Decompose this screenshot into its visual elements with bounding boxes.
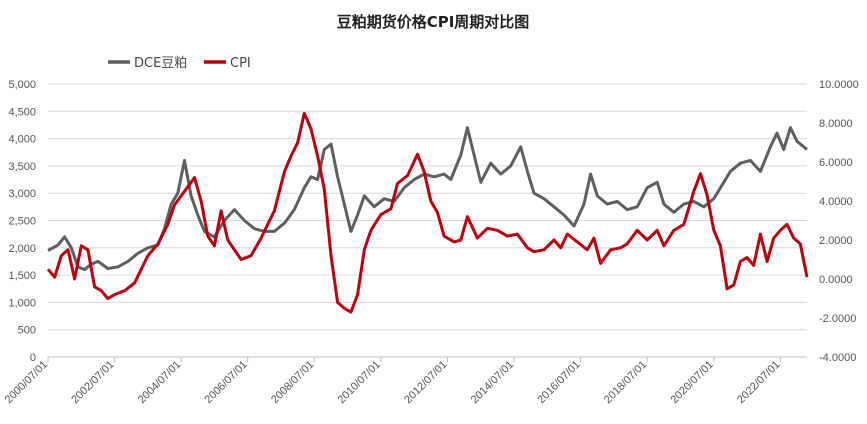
chart-title: 豆粕期货价格CPI周期对比图 bbox=[337, 13, 530, 31]
left-tick-label: 2,500 bbox=[8, 216, 36, 228]
x-tick-label: 2010/07/01 bbox=[336, 359, 383, 406]
right-tick-label: -2.0000 bbox=[819, 313, 856, 325]
x-tick-label: 2004/07/01 bbox=[136, 359, 183, 406]
x-tick-label: 2020/07/01 bbox=[668, 359, 715, 406]
right-tick-label: -4.0000 bbox=[819, 352, 856, 364]
grid-lines bbox=[48, 83, 807, 358]
left-tick-label: 1,500 bbox=[8, 270, 36, 282]
left-tick-label: 4,500 bbox=[8, 106, 36, 118]
left-tick-label: 5,000 bbox=[8, 79, 36, 91]
x-tick-label: 2000/07/01 bbox=[3, 359, 50, 406]
right-tick-label: 8.0000 bbox=[819, 118, 853, 130]
x-tick-label: 2022/07/01 bbox=[735, 359, 782, 406]
x-tick-label: 2008/07/01 bbox=[269, 359, 316, 406]
left-tick-label: 2,000 bbox=[8, 243, 36, 255]
legend-label: CPI bbox=[230, 56, 251, 71]
left-tick-label: 3,500 bbox=[8, 161, 36, 173]
series-line-dce-soybean-meal bbox=[47, 126, 808, 272]
x-tick-label: 2006/07/01 bbox=[202, 359, 249, 406]
right-axis-ticks: -4.0000 -2.0000 0.0000 2.0000 4.0000 6.0000 8.… bbox=[819, 79, 859, 364]
right-tick-label: 2.0000 bbox=[819, 235, 853, 247]
right-tick-label: 6.0000 bbox=[819, 157, 853, 169]
x-tick-label: 2016/07/01 bbox=[535, 359, 582, 406]
left-tick-label: 3,000 bbox=[8, 188, 36, 200]
left-tick-label: 500 bbox=[18, 325, 36, 337]
series-line-cpi bbox=[46, 111, 809, 314]
right-tick-label: 4.0000 bbox=[819, 196, 853, 208]
x-axis-ticks: 2000/07/01 2002/07/01 2004/07/01 2006/07/01… bbox=[3, 357, 782, 406]
legend-label: DCE豆粕 bbox=[134, 56, 187, 71]
series-lines bbox=[46, 111, 809, 314]
left-tick-label: 0 bbox=[30, 352, 36, 364]
x-tick-label: 2012/07/01 bbox=[402, 359, 449, 406]
x-tick-label: 2014/07/01 bbox=[469, 359, 516, 406]
left-axis-ticks: 0 500 1,000 1,500 2,000 2,500 3,000 3,500 4,000 4… bbox=[8, 79, 36, 364]
right-tick-label: 10.0000 bbox=[819, 79, 859, 91]
legend: DCE豆粕 CPI bbox=[108, 56, 251, 71]
left-tick-label: 1,000 bbox=[8, 297, 36, 309]
right-tick-label: 0.0000 bbox=[819, 274, 853, 286]
x-tick-label: 2018/07/01 bbox=[602, 359, 649, 406]
x-tick-label: 2002/07/01 bbox=[69, 359, 116, 406]
left-tick-label: 4,000 bbox=[8, 134, 36, 146]
